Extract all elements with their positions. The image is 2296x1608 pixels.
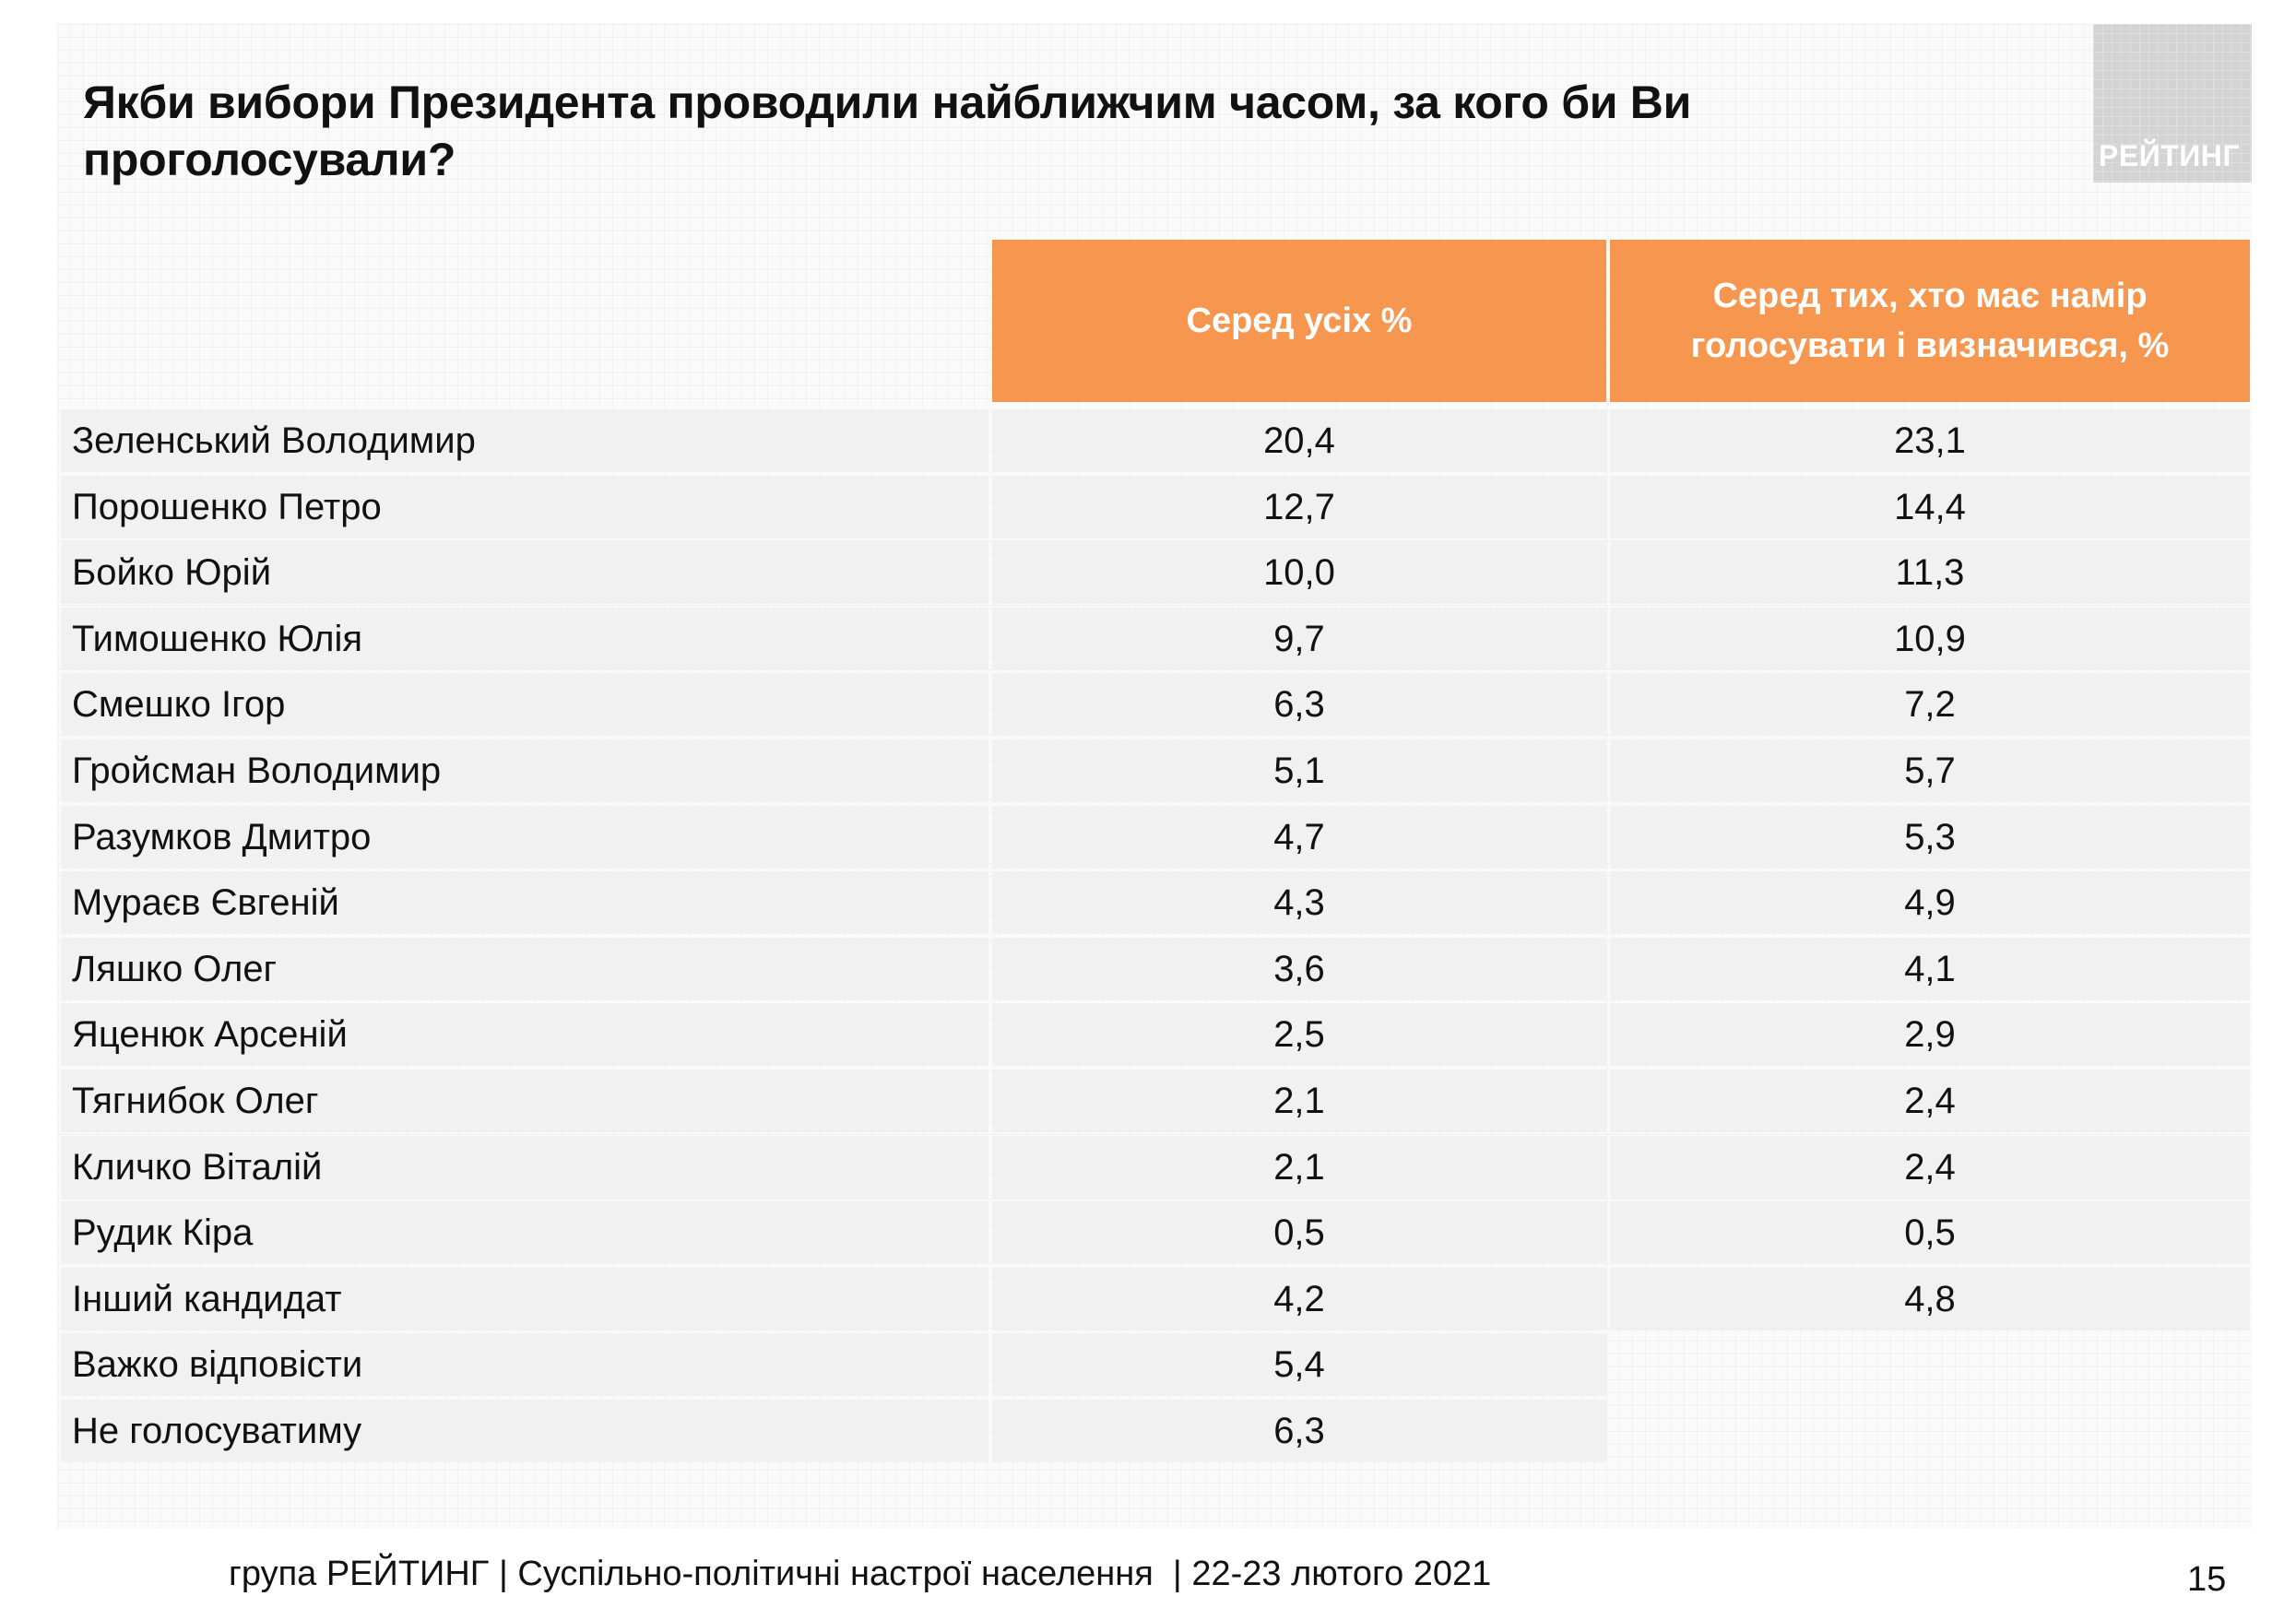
value-all: 20,4 (992, 409, 1606, 472)
column-header-decided: Серед тих, хто має намір голосувати і ви… (1610, 240, 2250, 402)
candidate-name: Не голосуватиму (61, 1400, 988, 1462)
value-decided: 7,2 (1610, 673, 2250, 736)
candidate-name: Важко відповісти (61, 1333, 988, 1396)
column-header-all: Серед усіх % (992, 240, 1606, 402)
value-decided: 4,8 (1610, 1268, 2250, 1330)
value-all: 4,7 (992, 806, 1606, 869)
candidate-name: Яценюк Арсеній (61, 1003, 988, 1066)
value-all: 6,3 (992, 673, 1606, 736)
value-decided: 23,1 (1610, 409, 2250, 472)
value-decided: 4,1 (1610, 938, 2250, 1000)
value-all: 9,7 (992, 608, 1606, 670)
candidate-name: Тимошенко Юлія (61, 608, 988, 670)
value-all: 4,2 (992, 1268, 1606, 1330)
candidate-name: Кличко Віталій (61, 1136, 988, 1199)
candidate-name: Мураєв Євгеній (61, 871, 988, 934)
value-decided: 0,5 (1610, 1201, 2250, 1264)
value-decided: 2,4 (1610, 1070, 2250, 1132)
value-decided: 4,9 (1610, 871, 2250, 934)
value-all: 0,5 (992, 1201, 1606, 1264)
page-number: 15 (2187, 1560, 2227, 1599)
value-all: 2,1 (992, 1070, 1606, 1132)
value-decided: 11,3 (1610, 541, 2250, 604)
value-decided: 10,9 (1610, 608, 2250, 670)
candidate-name: Смешко Ігор (61, 673, 988, 736)
rating-logo: РЕЙТИНГ (2093, 24, 2252, 183)
value-all: 2,1 (992, 1136, 1606, 1199)
candidate-name: Бойко Юрій (61, 541, 988, 604)
candidate-name: Тягнибок Олег (61, 1070, 988, 1132)
logo-text: РЕЙТИНГ (2099, 139, 2240, 172)
slide-title: Якби вибори Президента проводили найближ… (83, 77, 1692, 185)
value-all: 6,3 (992, 1400, 1606, 1462)
candidate-name: Порошенко Петро (61, 476, 988, 538)
value-all: 12,7 (992, 476, 1606, 538)
value-all: 3,6 (992, 938, 1606, 1000)
value-decided: 2,4 (1610, 1136, 2250, 1199)
value-all: 5,1 (992, 739, 1606, 802)
value-all: 4,3 (992, 871, 1606, 934)
value-decided: 2,9 (1610, 1003, 2250, 1066)
candidate-name: Ляшко Олег (61, 938, 988, 1000)
value-all: 2,5 (992, 1003, 1606, 1066)
candidate-name: Зеленський Володимир (61, 409, 988, 472)
value-decided: 14,4 (1610, 476, 2250, 538)
value-all: 10,0 (992, 541, 1606, 604)
candidate-name: Рудик Кіра (61, 1201, 988, 1264)
value-decided: 5,3 (1610, 806, 2250, 869)
candidate-name: Інший кандидат (61, 1268, 988, 1330)
candidate-name: Разумков Дмитро (61, 806, 988, 869)
candidate-name: Гройсман Володимир (61, 739, 988, 802)
value-decided: 5,7 (1610, 739, 2250, 802)
footer-source: група РЕЙТИНГ | Суспільно-політичні наст… (229, 1555, 1492, 1593)
value-all: 5,4 (992, 1333, 1606, 1396)
